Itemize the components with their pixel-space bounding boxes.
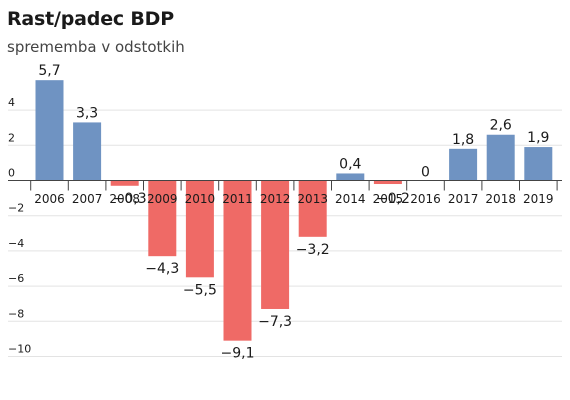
data-label: 0 <box>421 165 430 181</box>
data-label: 2,6 <box>490 118 512 134</box>
bar-2007 <box>73 122 102 181</box>
bar-2009 <box>148 180 177 257</box>
data-label: 1,8 <box>452 132 474 148</box>
bar-2012 <box>261 180 290 309</box>
y-tick-label: 0 <box>8 167 15 180</box>
x-tick-label: 2016 <box>410 192 441 206</box>
bar-2018 <box>486 134 515 181</box>
x-tick-label: 2015 <box>373 192 404 206</box>
x-tick-label: 2009 <box>147 192 178 206</box>
data-label: 0,4 <box>339 156 361 172</box>
y-tick-label: −2 <box>8 202 24 215</box>
y-tick-label: −10 <box>8 343 31 356</box>
x-tick-label: 2007 <box>72 192 103 206</box>
bar-2006 <box>35 80 64 181</box>
chart-title: Rast/padec BDP <box>7 8 174 30</box>
x-tick-label: 2008 <box>109 192 140 206</box>
data-label: −5,5 <box>183 282 217 298</box>
bar-2017 <box>449 148 478 181</box>
x-tick-label: 2010 <box>185 192 216 206</box>
data-label: −0,2 <box>376 191 410 207</box>
y-tick-label: −6 <box>8 272 24 285</box>
data-label: −3,2 <box>296 242 330 258</box>
data-label: −0,3 <box>113 191 147 207</box>
x-tick-label: 2018 <box>485 192 516 206</box>
x-tick-label: 2019 <box>523 192 554 206</box>
bar-2011 <box>223 180 252 341</box>
data-label: 1,9 <box>527 130 549 146</box>
data-label: −4,3 <box>145 261 179 277</box>
y-tick-label: 4 <box>8 96 15 109</box>
axes <box>8 180 562 191</box>
data-label: 3,3 <box>76 105 98 121</box>
data-label: 5,7 <box>38 63 60 79</box>
data-label: −7,3 <box>258 314 292 330</box>
x-tick-label: 2011 <box>222 192 253 206</box>
y-tick-label: 2 <box>8 131 15 144</box>
x-tick-label: 2017 <box>448 192 479 206</box>
x-tick-label: 2013 <box>297 192 328 206</box>
chart-subtitle: sprememba v odstotkih <box>7 38 185 56</box>
bar-2010 <box>185 180 214 278</box>
bar-2015 <box>373 180 402 185</box>
x-tick-label: 2006 <box>34 192 65 206</box>
bar-2013 <box>298 180 327 237</box>
data-label: −9,1 <box>221 346 255 362</box>
y-tick-label: −8 <box>8 307 24 320</box>
labels: 4 2 0 −2 −4 −6 −8 −10 2006 5,7 2007 3,3 2008−0,3 2009… <box>8 63 554 361</box>
bar-2019 <box>524 147 553 181</box>
bar-2014 <box>336 173 365 181</box>
y-tick-label: −4 <box>8 237 24 250</box>
x-tick-label: 2014 <box>335 192 366 206</box>
x-tick-label: 2012 <box>260 192 291 206</box>
bars <box>35 80 553 341</box>
bar-2008 <box>110 180 139 186</box>
